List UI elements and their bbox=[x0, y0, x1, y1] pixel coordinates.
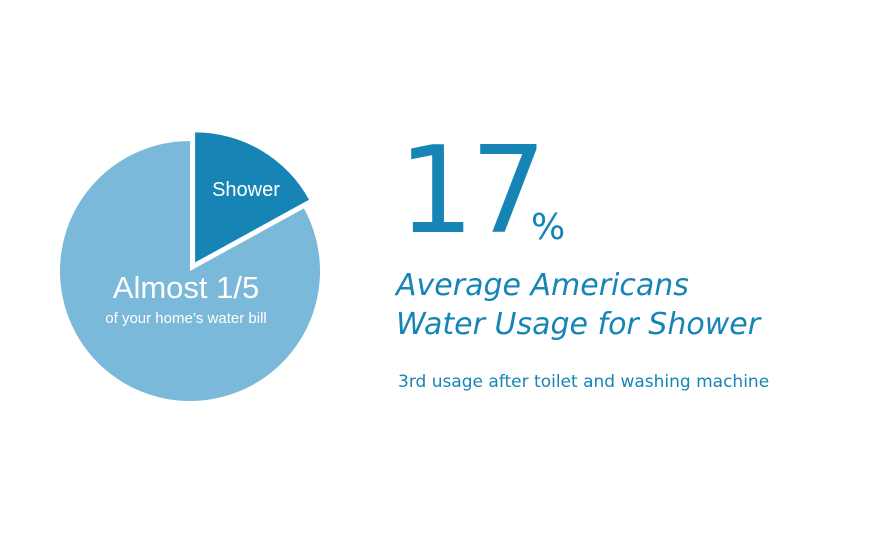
pie-annotation-subtitle: of your home’s water bill bbox=[105, 310, 266, 327]
stat-number: 17 bbox=[398, 122, 547, 261]
pie-chart: Shower Almost 1/5 of your home’s water b… bbox=[59, 132, 320, 401]
headline-line-2: Water Usage for Shower bbox=[396, 307, 761, 342]
pie-slice-shower bbox=[195, 132, 310, 263]
headline: Average Americans Water Usage for Shower bbox=[396, 266, 760, 344]
pie-annotation-title: Almost 1/5 bbox=[113, 270, 259, 305]
headline-line-1: Average Americans bbox=[396, 268, 689, 303]
subtext: 3rd usage after toilet and washing machi… bbox=[398, 372, 770, 392]
pie-slices bbox=[59, 132, 320, 401]
slice-label-shower: Shower bbox=[212, 179, 280, 201]
pie-slice-other bbox=[59, 141, 320, 401]
stat-unit: % bbox=[531, 207, 566, 248]
